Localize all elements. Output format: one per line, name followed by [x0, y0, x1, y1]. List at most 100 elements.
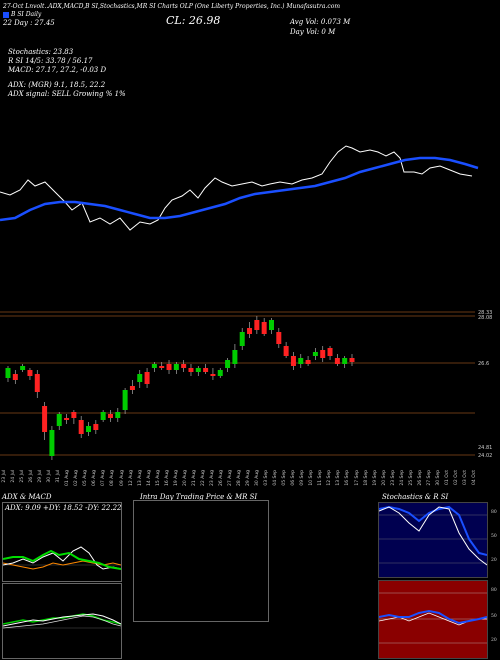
candle-body	[327, 348, 333, 356]
candle-body	[217, 370, 223, 376]
candle-body	[64, 418, 70, 420]
candle-body	[129, 386, 135, 390]
stoch-rsi-title: Stochastics & R SI	[382, 493, 449, 501]
candle-body	[203, 368, 209, 372]
candle-body	[56, 414, 62, 426]
candle-body	[86, 426, 92, 432]
date-label: 14 Aug	[146, 470, 152, 486]
candle-body	[312, 352, 318, 356]
intraday-title: Intra Day Trading Price & MR SI	[140, 493, 258, 501]
candle-body	[290, 356, 296, 366]
stochastics-lines	[379, 505, 487, 566]
candle-body	[298, 358, 304, 364]
date-label: 24 Jul	[11, 470, 17, 483]
date-label: 09 Aug	[119, 470, 125, 486]
close-label: CL: 26.98	[166, 14, 221, 27]
date-label: 26 Sep	[417, 470, 423, 486]
candle-body	[247, 328, 253, 334]
date-label: 30 Aug	[255, 470, 261, 486]
date-label: 10 Sep	[309, 470, 315, 486]
candles-group	[5, 316, 355, 460]
date-label: 12 Aug	[128, 470, 134, 486]
candle-body	[225, 360, 231, 368]
intraday-panel	[133, 500, 269, 622]
date-label: 30 Jul	[47, 470, 53, 483]
date-label: 17 Sep	[354, 470, 360, 486]
rsi-panel: 80 50 20	[378, 580, 497, 659]
stoch-axis-label: 80	[491, 510, 497, 515]
candle-body	[195, 368, 201, 372]
candle-body	[27, 370, 33, 376]
date-label: 20 Aug	[182, 470, 188, 486]
date-label: 26 Aug	[218, 470, 224, 486]
date-label: 11 Sep	[318, 470, 324, 486]
candle-body	[144, 372, 150, 384]
candle-body	[261, 322, 267, 334]
adx-signal-readout: ADX signal: SELL Growing % 1%	[8, 90, 126, 98]
price-axis-label: 24.81	[478, 445, 492, 451]
candle-body	[254, 320, 260, 330]
date-label: 18 Sep	[363, 470, 369, 486]
date-label: 15 Aug	[155, 470, 161, 486]
date-label: 12 Sep	[327, 470, 333, 486]
date-label: 05 Sep	[282, 470, 288, 486]
date-label: 23 Aug	[209, 470, 215, 486]
date-label: 22 Aug	[200, 470, 206, 486]
candle-body	[34, 374, 40, 392]
adx-panel-readout: ADX: 9.09 +DY: 18.52 -DY: 22.22	[5, 504, 122, 512]
rsi-axis-label: 20	[491, 638, 497, 643]
adx-readout: ADX: (MGR) 9.1, 18.5, 22.2	[8, 81, 106, 89]
price-axis-label: 28.33	[478, 310, 492, 316]
date-label: 27 Aug	[227, 470, 233, 486]
candle-body	[268, 320, 274, 330]
candle-body	[181, 364, 187, 368]
date-label: 01 Aug	[65, 470, 71, 486]
candle-body	[305, 360, 311, 364]
candle-body	[49, 430, 55, 456]
candle-body	[320, 350, 326, 358]
adx-lines	[3, 546, 121, 570]
candle-body	[115, 412, 121, 418]
candle-body	[188, 368, 194, 372]
price-line	[0, 145, 473, 231]
macd-readout: MACD: 27.17, 27.2, -0.03 D	[8, 66, 107, 74]
bollinger-legend: B SI Daily	[11, 11, 42, 18]
candle-body	[239, 332, 245, 346]
bollinger-value: 22 Day : 27.45	[3, 19, 55, 27]
rsi-axis-label: 80	[491, 588, 497, 593]
date-label: 25 Jul	[20, 470, 26, 483]
candle-body	[122, 390, 128, 410]
date-label: 30 Sep	[435, 470, 441, 486]
candle-body	[107, 414, 113, 418]
candle-body	[71, 412, 77, 418]
candle-body	[173, 364, 179, 370]
date-label: 04 Oct	[472, 470, 477, 485]
date-label: 31 Jul	[56, 470, 62, 483]
date-label: 19 Aug	[173, 470, 179, 486]
stoch-axis-label: 20	[491, 558, 497, 563]
date-label: 07 Aug	[101, 470, 107, 486]
candle-body	[100, 412, 106, 420]
candle-body	[159, 366, 165, 368]
avg-vol: Avg Vol: 0.073 M	[290, 18, 351, 26]
date-label: 05 Aug	[83, 470, 89, 486]
rsi-readout: R SI 14/5: 33.78 / 56.17	[8, 57, 93, 65]
candle-body	[12, 374, 18, 380]
price-axis-label: 24.02	[478, 453, 492, 459]
date-label: 23 Jul	[2, 470, 7, 483]
bollinger-legend-swatch	[3, 12, 9, 18]
date-label: 02 Oct	[453, 470, 459, 485]
candle-body	[342, 358, 348, 364]
date-label: 29 Jul	[38, 470, 44, 483]
date-label: 03 Sep	[264, 470, 270, 486]
date-label: 23 Sep	[390, 470, 396, 486]
macd-panel	[2, 583, 122, 659]
date-label: 13 Sep	[336, 470, 342, 486]
date-label: 06 Sep	[291, 470, 297, 486]
candle-body	[283, 346, 289, 356]
day-vol: Day Vol: 0 M	[290, 28, 336, 36]
date-label: 03 Oct	[462, 470, 468, 485]
date-label: 29 Aug	[246, 470, 252, 486]
date-label: 13 Aug	[137, 470, 143, 486]
date-label: 28 Aug	[237, 470, 242, 486]
